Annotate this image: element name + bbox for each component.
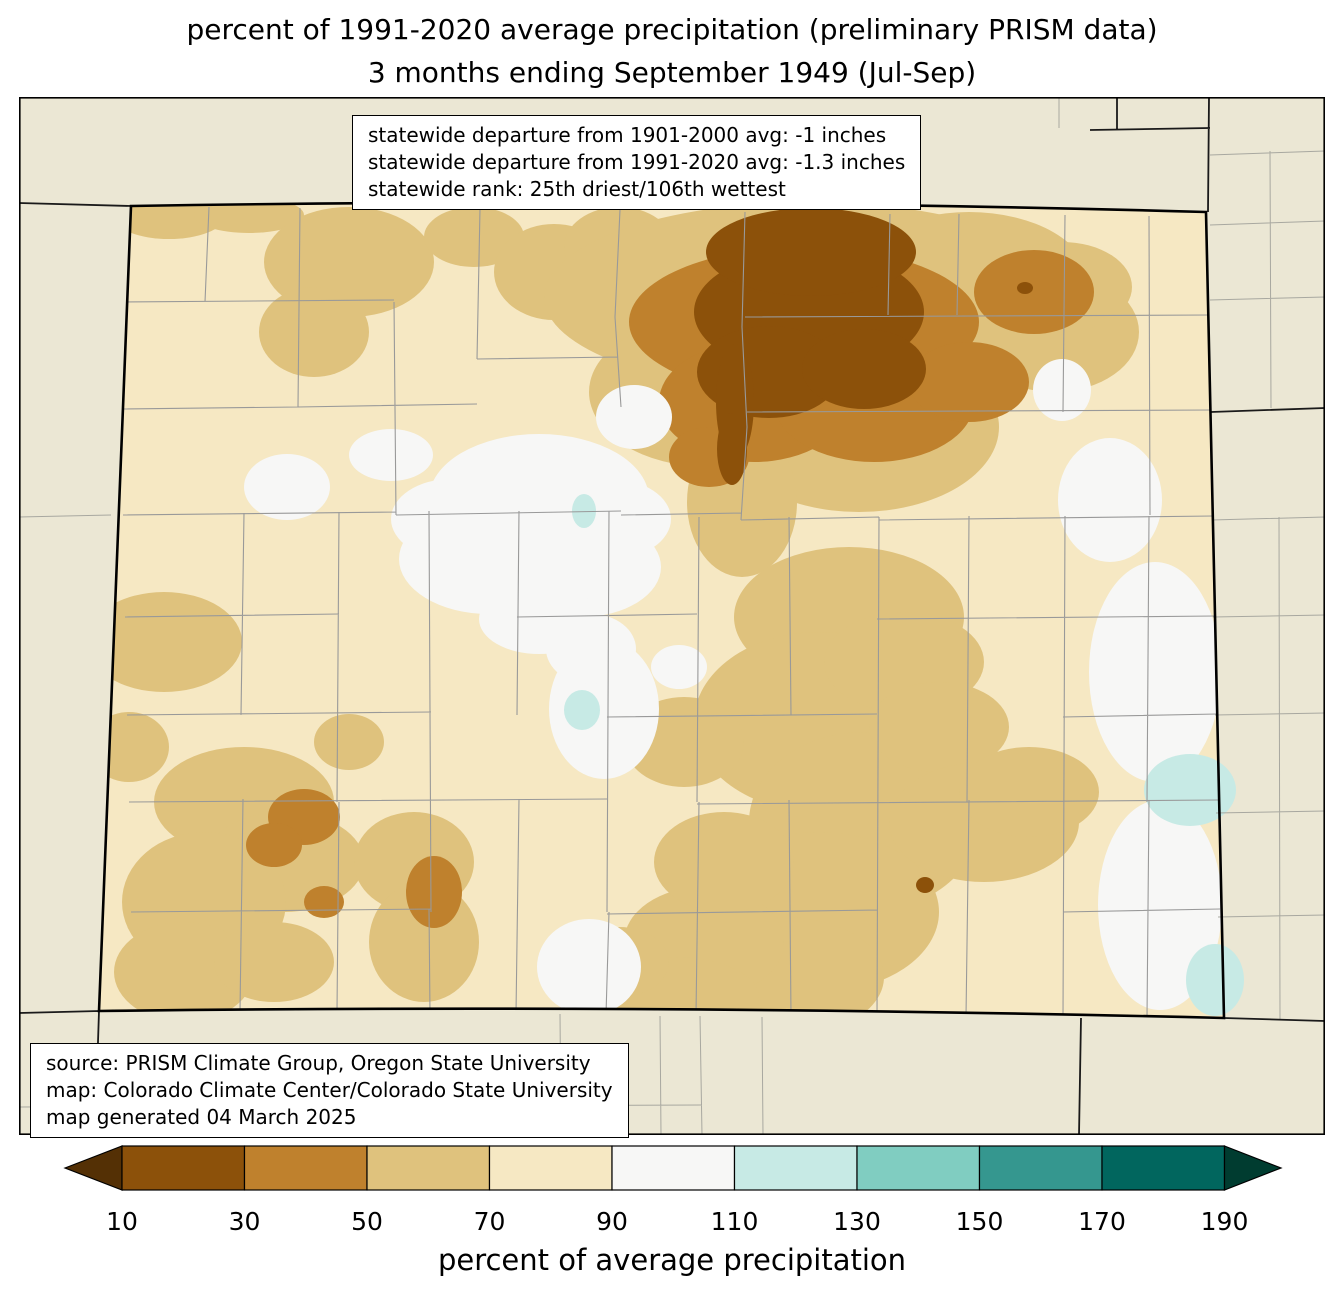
colorbar-right-arrow — [1223, 1145, 1283, 1191]
colorado-precipitation-map — [19, 97, 1325, 1135]
colorbar-tick: 30 — [229, 1207, 261, 1236]
colorbar-segment — [856, 1145, 981, 1191]
colorbar-segment — [611, 1145, 736, 1191]
map-generated-line: map generated 04 March 2025 — [46, 1105, 357, 1129]
colorbar-tick: 130 — [833, 1207, 881, 1236]
colorbar-segment — [243, 1145, 368, 1191]
colorbar-tick: 50 — [351, 1207, 383, 1236]
stats-rank: statewide rank: 25th driest/106th wettes… — [368, 177, 786, 201]
precip-110-130-border-regions — [1144, 754, 1244, 1016]
colorbar-segment — [733, 1145, 858, 1191]
colorbar-tick: 10 — [106, 1207, 138, 1236]
colorbar-tick: 90 — [596, 1207, 628, 1236]
title-line-2: 3 months ending September 1949 (Jul-Sep) — [367, 56, 977, 89]
colorado-county-lines — [114, 206, 1221, 1018]
stats-departure-1901-2000: statewide departure from 1901-2000 avg: … — [368, 123, 887, 147]
stats-box: statewide departure from 1901-2000 avg: … — [352, 115, 922, 210]
colorbar-left-arrow — [63, 1145, 123, 1191]
colorbar-segment — [366, 1145, 491, 1191]
colorbar-segment — [978, 1145, 1103, 1191]
map-title: percent of 1991-2020 average precipitati… — [0, 8, 1344, 94]
source-line: source: PRISM Climate Group, Oregon Stat… — [46, 1051, 591, 1075]
colorbar-segment — [121, 1145, 246, 1191]
colorbar-segment — [488, 1145, 613, 1191]
map-panel-border — [19, 97, 1325, 1135]
colorbar-tick: 150 — [956, 1207, 1004, 1236]
colorbar-tick: 110 — [711, 1207, 759, 1236]
map-credit-line: map: Colorado Climate Center/Colorado St… — [46, 1078, 613, 1102]
colorbar-tick: 170 — [1078, 1207, 1126, 1236]
source-box: source: PRISM Climate Group, Oregon Stat… — [30, 1043, 629, 1138]
colorbar-tick: 190 — [1201, 1207, 1249, 1236]
colorbar-segment — [1101, 1145, 1226, 1191]
stats-departure-1991-2020: statewide departure from 1991-2020 avg: … — [368, 150, 906, 174]
precip-110-130-regions — [564, 494, 600, 730]
title-line-1: percent of 1991-2020 average precipitati… — [186, 13, 1158, 46]
colorbar-axis-label: percent of average precipitation — [437, 1243, 907, 1277]
precip-10-30-regions — [694, 208, 1033, 893]
colorbar-tick: 70 — [474, 1207, 506, 1236]
colorbar: 10 30 50 70 90 110 130 150 170 190 — [63, 1145, 1283, 1236]
precip-90-110-regions — [244, 359, 1222, 1015]
